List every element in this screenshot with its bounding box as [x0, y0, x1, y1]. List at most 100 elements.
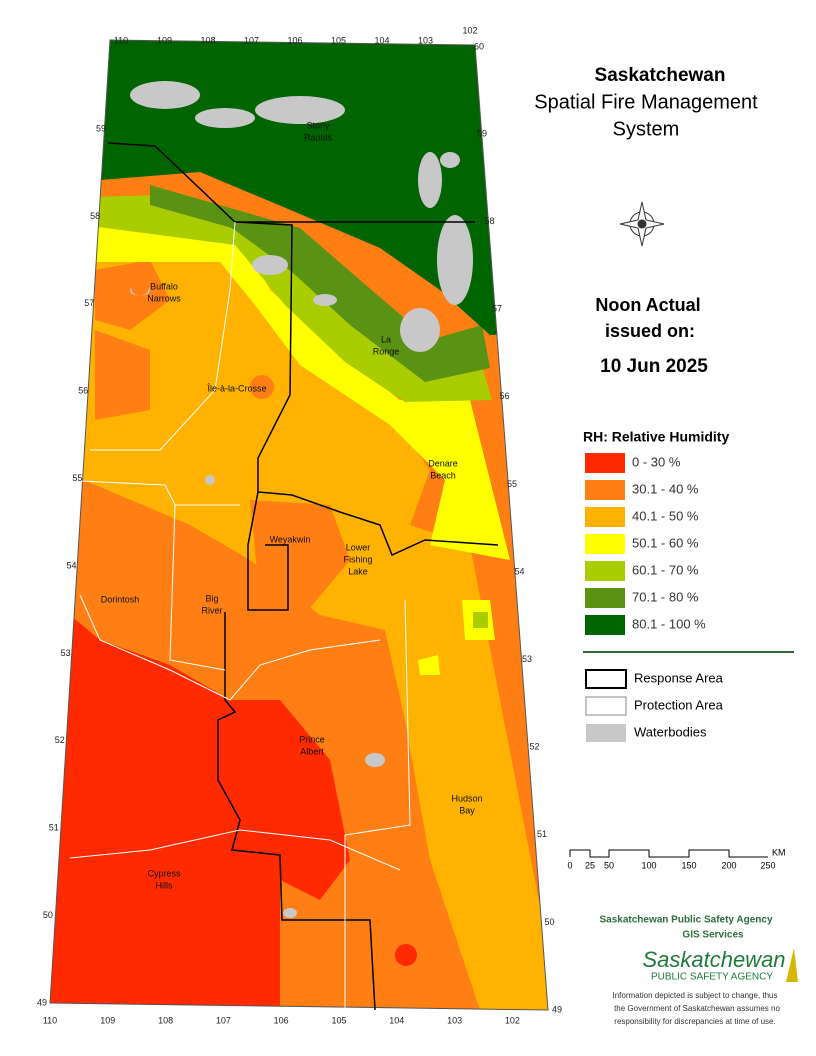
- lat-label: 57: [492, 304, 502, 314]
- waterbody: [205, 475, 215, 485]
- lon-label: 108: [200, 35, 215, 45]
- lon-label: 110: [114, 35, 128, 45]
- legend: 0 - 30 % 30.1 - 40 % 40.1 - 50 % 50.1 - 60 …: [585, 453, 706, 635]
- lon-label: 104: [389, 1015, 404, 1025]
- lon-label: 104: [374, 35, 389, 45]
- legend-label: 0 - 30 %: [632, 454, 681, 469]
- logo-mark: [786, 948, 798, 982]
- boundary: [69, 829, 401, 871]
- place-label: Hills: [156, 880, 173, 890]
- legend-title: RH: Relative Humidity: [583, 429, 729, 445]
- place-label: Buffalo: [150, 281, 178, 291]
- place-label: Hudson: [451, 793, 482, 803]
- place-label: Albert: [300, 746, 324, 756]
- lat-label: 58: [484, 216, 494, 226]
- lon-label: 103: [418, 35, 433, 45]
- lat-label: 56: [78, 386, 88, 396]
- place-label: Cypress: [147, 868, 181, 878]
- place-label: Narrows: [147, 293, 181, 303]
- waterbody: [283, 908, 297, 918]
- waterbody: [418, 152, 442, 208]
- place-label: Big: [205, 593, 218, 603]
- legend-swatch: [585, 534, 625, 554]
- boundary: [59, 479, 240, 506]
- legend-swatch: [585, 615, 625, 635]
- legend-label: 70.1 - 80 %: [632, 589, 699, 604]
- legend-swatch: [585, 561, 625, 581]
- disclaimer: responsibility for discrepancies at time…: [614, 1017, 775, 1026]
- legend-swatch: [585, 588, 625, 608]
- issue-date: 10 Jun 2025: [600, 356, 708, 377]
- place-label: Fishing: [343, 554, 372, 564]
- lon-label: 105: [331, 1015, 346, 1025]
- scale-label: 150: [681, 860, 696, 870]
- lon-label: 109: [157, 35, 172, 45]
- legend-swatch: [585, 507, 625, 527]
- issue-label: issued on:: [605, 321, 695, 341]
- waterbody: [255, 96, 345, 124]
- lon-label: 107: [244, 35, 259, 45]
- place-label: Île-à-la-Crosse: [206, 383, 266, 393]
- place-label: Beach: [430, 470, 456, 480]
- lat-label: 51: [537, 829, 547, 839]
- lat-label: 60: [474, 41, 484, 51]
- issue-label: Noon Actual: [595, 295, 700, 315]
- waterbody: [130, 81, 200, 109]
- agency-name: Saskatchewan Public Safety Agency: [599, 915, 772, 926]
- rh-zone: [50, 590, 350, 1010]
- place-label: Weyakwin: [270, 534, 311, 544]
- province-outline: [49, 39, 549, 1011]
- place-label: River: [201, 605, 222, 615]
- place-label: Dorintosh: [101, 594, 140, 604]
- lat-label: 59: [477, 128, 487, 138]
- lon-label: 108: [158, 1015, 173, 1025]
- legend-label: 80.1 - 100 %: [632, 616, 706, 631]
- scale-label: 0: [567, 860, 572, 870]
- lat-label: 52: [529, 742, 539, 752]
- scale-label: 200: [721, 860, 736, 870]
- lon-label: 110: [43, 1015, 57, 1025]
- lat-label: 50: [43, 910, 53, 920]
- lon-label: 102: [462, 25, 477, 35]
- lat-label: 49: [552, 1004, 562, 1014]
- lat-label: 56: [499, 391, 509, 401]
- waterbody: [440, 152, 460, 168]
- lon-label: 103: [447, 1015, 462, 1025]
- lat-label: 57: [84, 298, 94, 308]
- disclaimer: Information depicted is subject to chang…: [613, 991, 778, 1000]
- rh-zone: [60, 255, 548, 1010]
- lat-label: 51: [49, 823, 59, 833]
- rh-spot: [131, 278, 149, 296]
- rh-zone: [473, 612, 488, 628]
- lat-label: 54: [514, 566, 524, 576]
- scale-label: 250: [760, 860, 775, 870]
- subtitle: System: [613, 118, 680, 140]
- lon-label: 109: [100, 1015, 115, 1025]
- legend-label: 60.1 - 70 %: [632, 562, 699, 577]
- compass-center: [637, 219, 647, 229]
- lon-label: 105: [331, 35, 346, 45]
- rh-spot: [250, 375, 274, 399]
- lat-label: 58: [90, 211, 100, 221]
- lat-label: 53: [522, 654, 532, 664]
- scale-label: 25: [585, 860, 595, 870]
- lon-label: 106: [274, 1015, 289, 1025]
- boundary: [217, 612, 376, 1011]
- lon-label: 107: [216, 1015, 231, 1025]
- place-label: Lower: [346, 542, 371, 552]
- lat-label: 59: [96, 123, 106, 133]
- lat-label: 55: [507, 479, 517, 489]
- waterbody: [252, 255, 288, 275]
- place-label: Bay: [459, 805, 475, 815]
- lat-label: 54: [66, 560, 76, 570]
- place-label: Lake: [348, 566, 368, 576]
- rh-zone: [60, 215, 510, 560]
- waterbody: [437, 215, 473, 305]
- response-swatch: [585, 669, 627, 689]
- waterbody: [400, 308, 440, 352]
- boundary: [169, 504, 226, 671]
- subtitle: Spatial Fire Management: [534, 91, 758, 113]
- scale-line: [569, 849, 768, 858]
- map: [50, 40, 548, 1010]
